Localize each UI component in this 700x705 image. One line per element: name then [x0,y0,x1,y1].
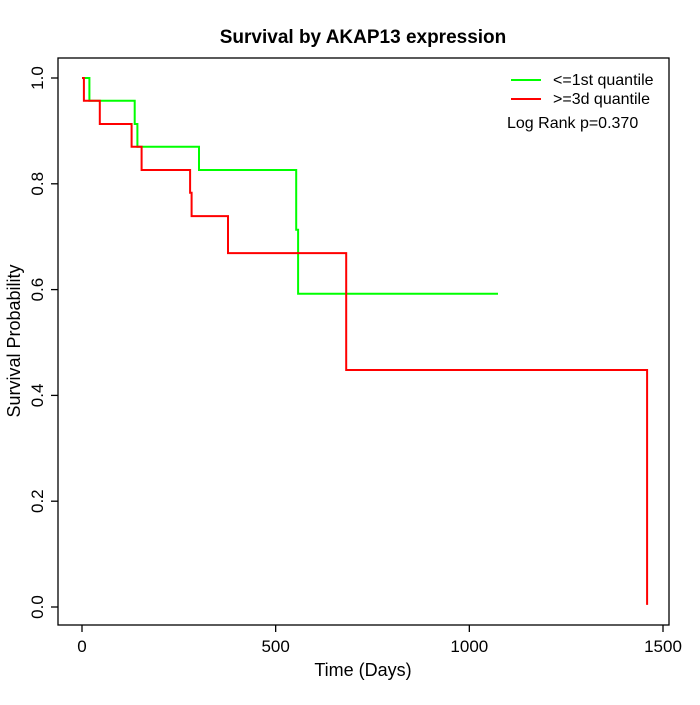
y-axis-label: Survival Probability [4,264,24,417]
y-tick-label: 0.8 [28,172,47,196]
legend-label-first-quantile: <=1st quantile [553,72,654,89]
x-axis-label: Time (Days) [314,660,411,680]
y-axis: 0.0 0.2 0.4 0.6 0.8 1.0 [28,66,58,619]
x-tick-label: 1500 [644,637,682,656]
y-tick-label: 0.2 [28,489,47,513]
x-tick-label: 1000 [450,637,488,656]
x-axis: 0 500 1000 1500 [77,625,682,656]
chart-title: Survival by AKAP13 expression [220,27,507,48]
x-tick-label: 0 [77,637,86,656]
legend: <=1st quantile >=3d quantile Log Rank p=… [507,72,654,132]
curve-3d-quantile [82,77,649,605]
y-tick-label: 0.6 [28,278,47,302]
x-tick-label: 500 [261,637,289,656]
y-tick-label: 0.4 [28,384,47,408]
survival-curves [82,77,649,605]
y-tick-label: 0.0 [28,595,47,619]
plot-border [57,57,670,626]
curve-1st-quantile [82,77,498,295]
legend-label-third-quantile: >=3d quantile [553,91,650,108]
y-tick-label: 1.0 [28,66,47,90]
logrank-pvalue-text: Log Rank p=0.370 [507,115,638,132]
